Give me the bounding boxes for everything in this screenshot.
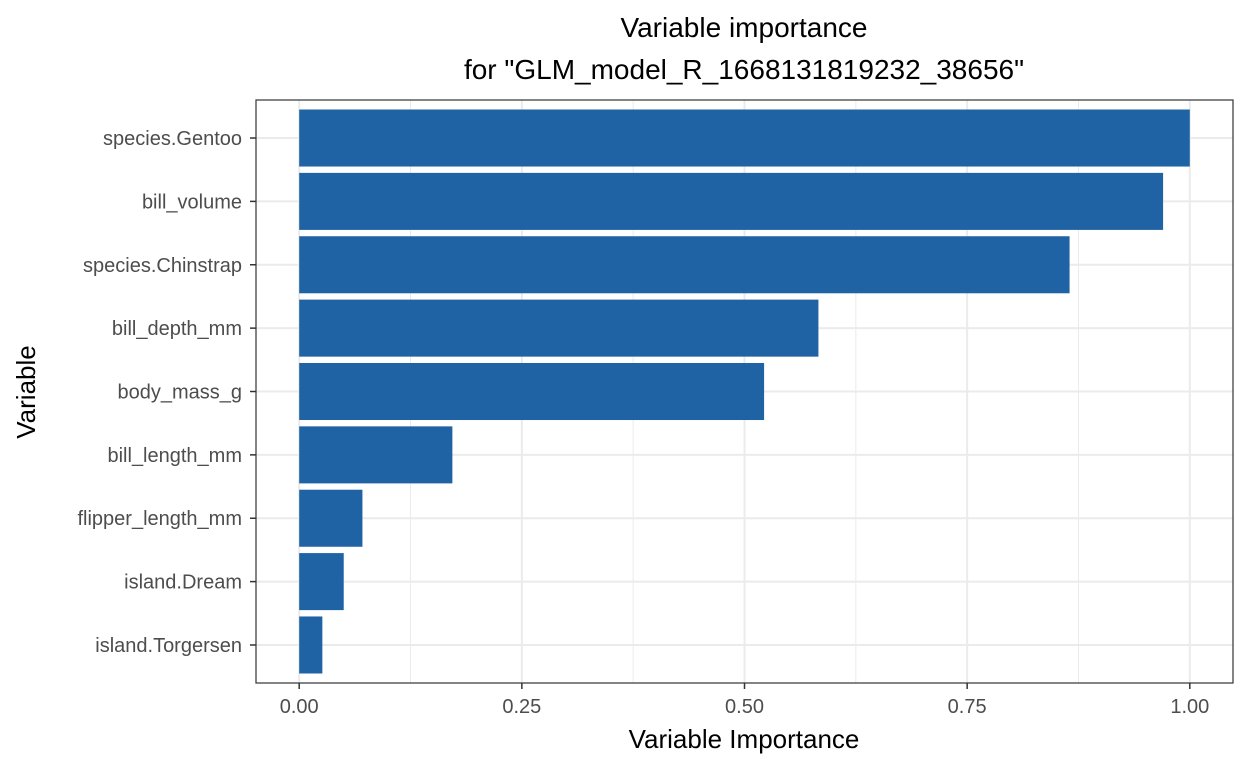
x-tick-label: 1.00	[1170, 696, 1209, 718]
y-tick-label: body_mass_g	[117, 382, 242, 404]
bars	[299, 109, 1190, 674]
chart-title: Variable importance	[621, 12, 868, 43]
y-tick-label: species.Chinstrap	[83, 255, 242, 277]
bar	[299, 426, 453, 484]
y-tick-label: island.Torgersen	[95, 635, 242, 657]
y-tick-label: bill_volume	[142, 191, 242, 213]
x-tick-label: 0.75	[948, 696, 987, 718]
bar	[299, 362, 765, 421]
x-axis-title: Variable Importance	[629, 724, 860, 754]
y-tick-label: flipper_length_mm	[77, 508, 242, 530]
bar	[299, 172, 1164, 230]
y-tick-label: species.Gentoo	[103, 128, 242, 150]
y-tick-label: bill_length_mm	[107, 445, 242, 467]
y-tick-label: bill_depth_mm	[112, 318, 242, 340]
bar	[299, 553, 344, 611]
y-axis: species.Gentoo bill_volume species.Chinstr…	[77, 128, 256, 657]
x-axis: 0.00 0.25 0.50 0.75 1.00	[280, 683, 1209, 718]
bar	[299, 236, 1070, 294]
chart-subtitle: for "GLM_model_R_1668131819232_38656"	[464, 54, 1024, 85]
bar	[299, 489, 363, 547]
y-tick-label: island.Dream	[124, 572, 242, 594]
x-tick-label: 0.50	[725, 696, 764, 718]
x-tick-label: 0.00	[280, 696, 319, 718]
x-tick-label: 0.25	[502, 696, 541, 718]
bar	[299, 616, 323, 674]
y-axis-title: Variable	[11, 345, 41, 438]
bar	[299, 109, 1190, 167]
bar	[299, 299, 819, 357]
